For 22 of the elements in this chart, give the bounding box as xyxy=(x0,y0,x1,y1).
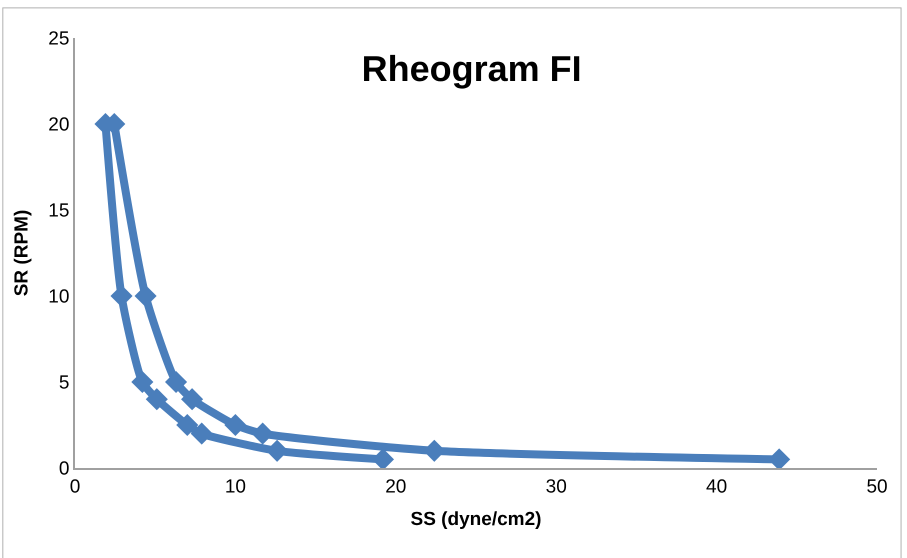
x-tick-label: 40 xyxy=(706,476,728,498)
x-tick-label: 10 xyxy=(224,476,246,498)
y-axis-title: SR (RPM) xyxy=(12,210,33,296)
x-axis-title: SS (dyne/cm2) xyxy=(410,508,542,530)
point xyxy=(146,388,168,410)
y-tick-label: 20 xyxy=(48,114,70,136)
y-tick-label: 25 xyxy=(48,28,70,50)
chart-title: Rheogram FI xyxy=(362,48,582,89)
point xyxy=(190,422,213,445)
x-tick-label: 20 xyxy=(385,476,406,498)
point xyxy=(131,370,154,394)
point xyxy=(176,414,198,436)
point xyxy=(181,388,204,410)
point xyxy=(165,370,188,394)
x-tick-label: 30 xyxy=(546,476,567,498)
point xyxy=(134,284,157,308)
point xyxy=(224,414,246,436)
y-tick-label: 10 xyxy=(48,286,70,308)
y-tick-label: 0 xyxy=(58,458,70,480)
y-tick-label: 15 xyxy=(48,200,70,222)
x-tick-label: 50 xyxy=(866,476,888,498)
y-tick-label: 5 xyxy=(58,372,70,394)
